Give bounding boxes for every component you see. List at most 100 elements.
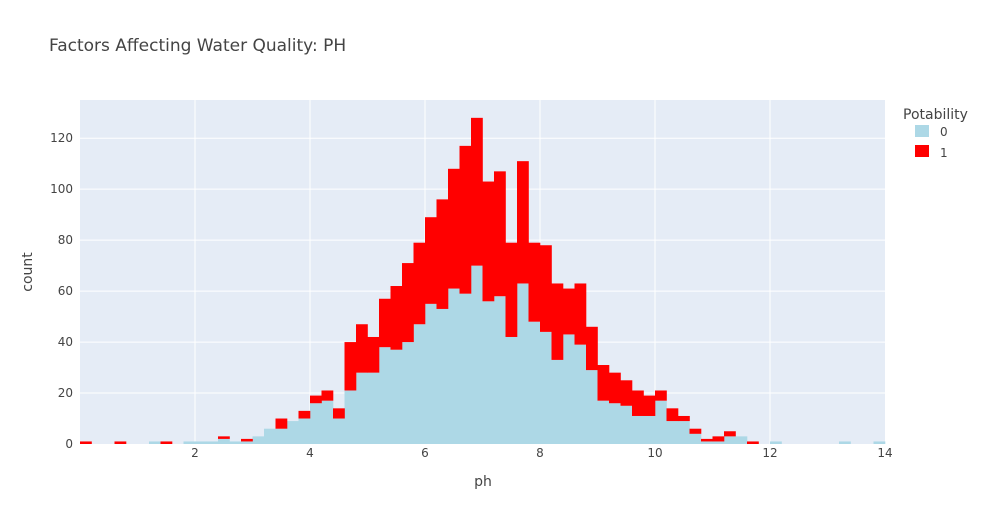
bar-series-1-bin-7[interactable] <box>160 441 173 444</box>
legend-label-series-0[interactable]: 0 <box>940 125 948 139</box>
bar-series-1-bin-3[interactable] <box>114 441 127 444</box>
bar-series-0-bin-18[interactable] <box>287 421 299 444</box>
bar-series-0-bin-45[interactable] <box>597 400 610 444</box>
bar-series-0-bin-28[interactable] <box>402 342 414 444</box>
bar-series-0-bin-55[interactable] <box>712 441 725 444</box>
bar-series-0-bin-69[interactable] <box>873 441 886 444</box>
bar-series-0-bin-19[interactable] <box>298 418 311 444</box>
bar-series-0-bin-49[interactable] <box>643 415 656 444</box>
bar-series-0-bin-56[interactable] <box>724 436 736 444</box>
bar-series-1-bin-38[interactable] <box>517 161 529 284</box>
bar-series-1-bin-49[interactable] <box>643 395 656 416</box>
bar-series-1-bin-25[interactable] <box>367 336 380 373</box>
bar-series-0-bin-44[interactable] <box>586 370 598 444</box>
bar-series-0-bin-17[interactable] <box>275 428 288 444</box>
bar-series-0-bin-14[interactable] <box>241 441 253 444</box>
bar-series-1-bin-42[interactable] <box>563 288 575 335</box>
bar-series-1-bin-33[interactable] <box>459 145 472 294</box>
bar-series-0-bin-33[interactable] <box>459 293 472 444</box>
bar-series-1-bin-22[interactable] <box>333 408 345 419</box>
bar-series-0-bin-52[interactable] <box>678 421 690 444</box>
bar-series-0-bin-31[interactable] <box>436 308 449 444</box>
bar-series-0-bin-41[interactable] <box>551 359 564 444</box>
bar-series-1-bin-21[interactable] <box>321 390 334 401</box>
bar-series-1-bin-45[interactable] <box>597 365 610 401</box>
bar-series-0-bin-36[interactable] <box>494 296 506 444</box>
bar-series-1-bin-19[interactable] <box>298 410 311 419</box>
bar-series-1-bin-52[interactable] <box>678 415 690 422</box>
bar-series-0-bin-48[interactable] <box>632 415 644 444</box>
bar-series-1-bin-48[interactable] <box>632 390 644 416</box>
bar-series-0-bin-6[interactable] <box>149 441 161 444</box>
bar-series-0-bin-35[interactable] <box>482 301 495 444</box>
bar-series-1-bin-55[interactable] <box>712 436 725 442</box>
bar-series-1-bin-23[interactable] <box>344 342 357 391</box>
bar-series-0-bin-24[interactable] <box>356 372 368 444</box>
bar-series-0-bin-43[interactable] <box>574 344 587 444</box>
bar-series-1-bin-54[interactable] <box>701 438 713 442</box>
bar-series-1-bin-51[interactable] <box>666 408 679 422</box>
bar-series-0-bin-42[interactable] <box>563 334 575 444</box>
bar-series-1-bin-26[interactable] <box>379 298 391 348</box>
bar-series-1-bin-56[interactable] <box>724 431 736 437</box>
bar-series-1-bin-24[interactable] <box>356 324 368 373</box>
bar-series-0-bin-10[interactable] <box>195 441 207 444</box>
bar-series-0-bin-21[interactable] <box>321 400 334 444</box>
bar-series-0-bin-39[interactable] <box>528 321 541 444</box>
bar-series-0-bin-25[interactable] <box>367 372 380 444</box>
bar-series-1-bin-29[interactable] <box>413 242 426 325</box>
bar-series-0-bin-51[interactable] <box>666 421 679 444</box>
bar-series-0-bin-50[interactable] <box>655 400 667 444</box>
bar-series-1-bin-36[interactable] <box>494 171 506 297</box>
bar-series-1-bin-40[interactable] <box>540 245 552 332</box>
legend-swatch-series-1[interactable] <box>915 145 929 157</box>
bar-series-0-bin-34[interactable] <box>471 265 483 444</box>
bar-series-1-bin-44[interactable] <box>586 326 598 371</box>
bar-series-1-bin-58[interactable] <box>747 441 759 444</box>
bar-series-1-bin-17[interactable] <box>275 418 288 429</box>
bar-series-0-bin-57[interactable] <box>735 436 748 444</box>
bar-series-0-bin-32[interactable] <box>448 288 460 444</box>
bar-series-0-bin-27[interactable] <box>390 349 403 444</box>
bar-series-0-bin-9[interactable] <box>183 441 196 444</box>
bar-series-0-bin-53[interactable] <box>689 433 702 444</box>
bar-series-1-bin-39[interactable] <box>528 242 541 322</box>
bar-series-0-bin-20[interactable] <box>310 403 322 444</box>
bar-series-0-bin-38[interactable] <box>517 283 529 444</box>
bar-series-1-bin-14[interactable] <box>241 438 253 442</box>
bar-series-0-bin-66[interactable] <box>839 441 851 444</box>
bar-series-0-bin-46[interactable] <box>609 403 621 444</box>
bar-series-0-bin-15[interactable] <box>252 436 265 444</box>
bar-series-1-bin-32[interactable] <box>448 168 460 289</box>
bar-series-1-bin-53[interactable] <box>689 428 702 434</box>
bar-series-0-bin-60[interactable] <box>770 441 782 444</box>
bar-series-1-bin-43[interactable] <box>574 283 587 345</box>
legend-swatch-series-0[interactable] <box>915 125 929 137</box>
bar-series-1-bin-37[interactable] <box>505 242 518 337</box>
bar-series-0-bin-23[interactable] <box>344 390 357 444</box>
bar-series-1-bin-27[interactable] <box>390 286 403 350</box>
bar-series-0-bin-54[interactable] <box>701 441 713 444</box>
bar-series-1-bin-0[interactable] <box>80 441 92 444</box>
bar-series-1-bin-41[interactable] <box>551 283 564 360</box>
bar-series-1-bin-50[interactable] <box>655 390 667 401</box>
bar-series-1-bin-28[interactable] <box>402 263 414 343</box>
bar-series-0-bin-47[interactable] <box>620 405 633 444</box>
bar-series-1-bin-30[interactable] <box>425 217 437 304</box>
bar-series-0-bin-11[interactable] <box>206 441 219 444</box>
bar-series-0-bin-40[interactable] <box>540 331 552 444</box>
legend-label-series-1[interactable]: 1 <box>940 146 948 160</box>
bar-series-1-bin-46[interactable] <box>609 372 621 404</box>
bar-series-0-bin-29[interactable] <box>413 324 426 444</box>
bar-series-1-bin-35[interactable] <box>482 181 495 302</box>
bar-series-1-bin-20[interactable] <box>310 395 322 404</box>
bar-series-0-bin-13[interactable] <box>229 441 242 444</box>
bar-series-1-bin-34[interactable] <box>471 117 483 266</box>
bar-series-0-bin-12[interactable] <box>218 438 230 444</box>
bar-series-0-bin-30[interactable] <box>425 303 437 444</box>
bar-series-0-bin-22[interactable] <box>333 418 345 444</box>
bar-series-0-bin-16[interactable] <box>264 428 276 444</box>
bar-series-1-bin-47[interactable] <box>620 380 633 406</box>
bar-series-0-bin-37[interactable] <box>505 336 518 444</box>
bar-series-1-bin-31[interactable] <box>436 199 449 309</box>
